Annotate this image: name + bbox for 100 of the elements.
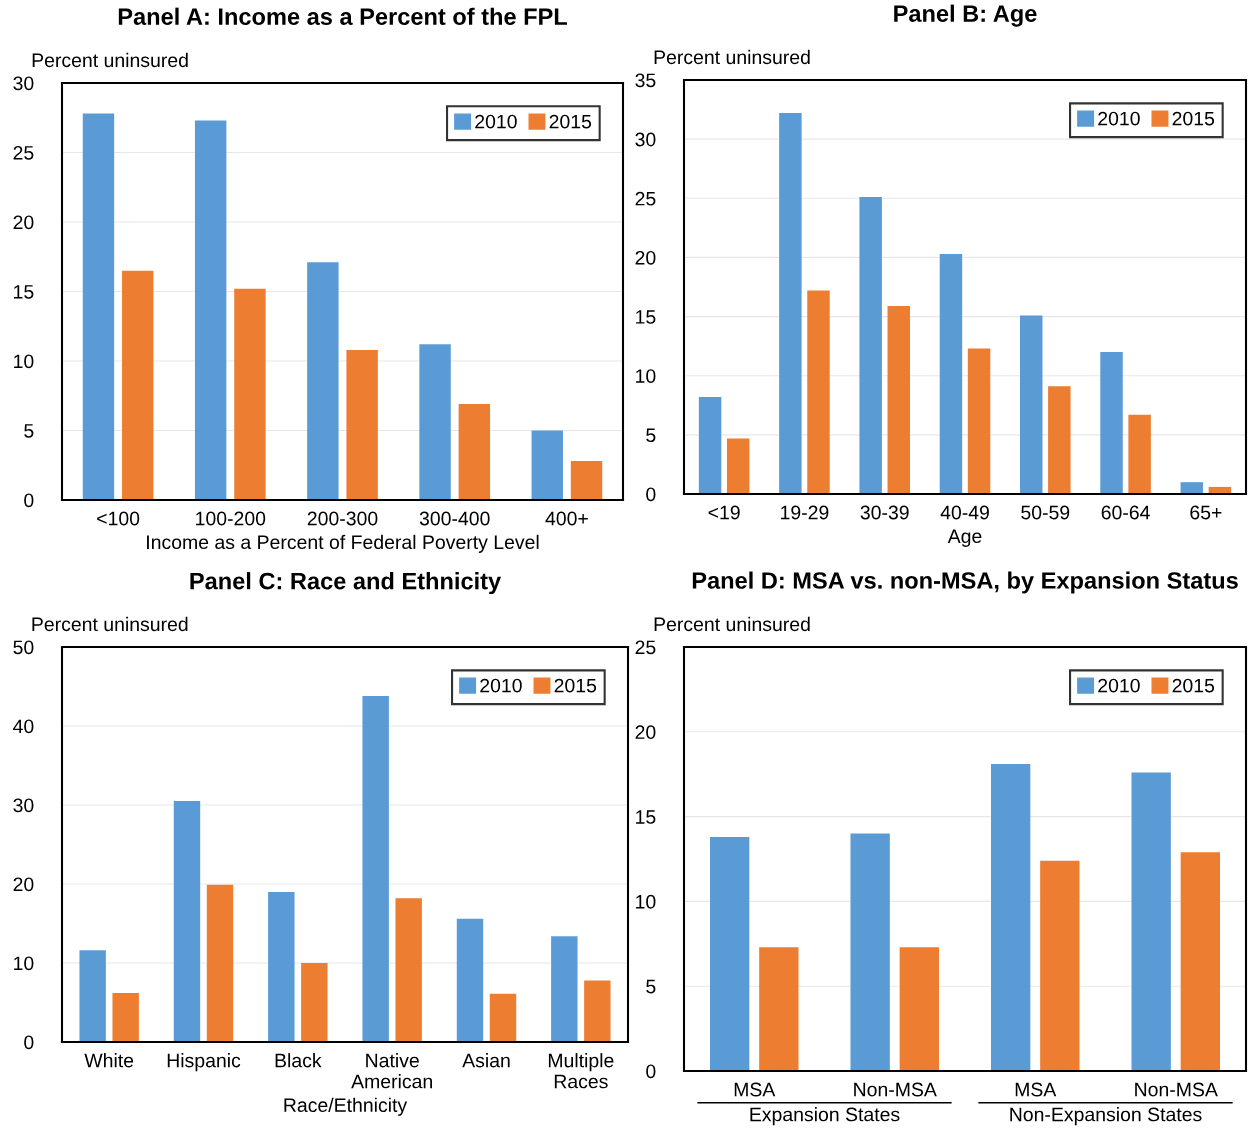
legend-label: 2010 <box>475 114 517 129</box>
y-tick-label: 30 <box>13 76 34 91</box>
legend-label: 2015 <box>554 678 597 693</box>
legend-label: 2015 <box>1172 678 1215 693</box>
y-tick-label: 10 <box>14 956 34 971</box>
bar <box>1020 315 1043 494</box>
y-axis-title: Percent uninsured <box>32 616 188 632</box>
bar <box>551 936 578 1042</box>
bar <box>1040 860 1080 1071</box>
bar <box>206 884 234 1042</box>
bar <box>570 461 603 500</box>
text: Expansion States <box>750 1107 900 1126</box>
x-axis-title: Income as a Percent of Federal Poverty Level <box>147 534 539 553</box>
x-tick-label: MSA <box>1015 1082 1057 1097</box>
y-tick-label: 10 <box>636 894 656 909</box>
y-tick-label: 0 <box>646 1064 656 1079</box>
bar <box>1048 386 1071 494</box>
legend-label: 2010 <box>1098 111 1140 126</box>
bar <box>990 764 1031 1071</box>
y-tick-label: 25 <box>635 640 656 655</box>
bar <box>779 113 802 494</box>
bar <box>456 918 484 1042</box>
y-tick-label: 30 <box>635 132 656 147</box>
y-tick-label: 0 <box>646 487 656 502</box>
x-tick-label: 50-59 <box>1021 505 1070 520</box>
y-tick-label: 20 <box>13 877 34 892</box>
bar <box>1180 852 1221 1071</box>
bar <box>173 801 201 1042</box>
x-tick-label: 200-300 <box>307 511 378 526</box>
legend-label: 2010 <box>1098 678 1140 693</box>
bar <box>234 288 266 500</box>
y-axis-title: Percent uninsured <box>32 52 188 68</box>
x-tick-label: 30-39 <box>860 505 909 520</box>
bar <box>395 898 422 1042</box>
x-tick-label: Non-MSA <box>1135 1082 1218 1097</box>
x-tick-label: <100 <box>97 511 140 526</box>
x-tick-label: <19 <box>708 505 740 520</box>
y-tick-label: 20 <box>13 215 34 230</box>
chart-title: Panel D: MSA vs. non-MSA, by Expansion Status <box>692 571 1238 594</box>
bar <box>967 348 991 494</box>
y-tick-label: 5 <box>646 979 656 994</box>
y-tick-label: 5 <box>24 424 34 438</box>
text: Non-Expansion States <box>1010 1107 1202 1126</box>
x-tick-label: Multiple Races <box>548 1053 614 1089</box>
y-tick-label: 50 <box>13 640 34 655</box>
x-tick-label: White <box>84 1053 134 1068</box>
bar <box>726 438 750 494</box>
y-tick-label: 20 <box>635 250 656 265</box>
bar <box>859 197 882 494</box>
bar <box>759 947 799 1071</box>
x-axis-title: Age <box>947 529 982 547</box>
bar <box>1131 772 1171 1071</box>
bar <box>939 253 963 494</box>
bar <box>584 980 611 1042</box>
x-tick-label: 40-49 <box>940 505 989 520</box>
chart-title: Panel C: Race and Ethnicity <box>190 572 502 595</box>
bar <box>346 349 378 500</box>
x-axis-title: Race/Ethnicity <box>284 1097 408 1116</box>
bar <box>489 993 517 1042</box>
bar <box>1180 482 1204 494</box>
x-tick-label: Non-MSA <box>854 1082 937 1097</box>
bar <box>1128 414 1151 494</box>
y-tick-label: 15 <box>636 810 656 824</box>
y-tick-label: 20 <box>635 725 656 740</box>
y-tick-label: 5 <box>646 428 656 443</box>
y-tick-label: 30 <box>13 798 34 813</box>
y-tick-label: 10 <box>636 369 656 383</box>
legend-label: 2010 <box>480 678 522 693</box>
bar <box>194 120 227 500</box>
bar <box>850 833 890 1071</box>
y-tick-label: 25 <box>13 145 34 160</box>
x-tick-label: Black <box>275 1053 322 1068</box>
x-tick-label: Asian <box>462 1053 510 1068</box>
bar <box>301 963 328 1042</box>
x-tick-label: 400+ <box>545 511 588 526</box>
bar <box>1100 352 1123 494</box>
chart-title: Panel B: Age <box>894 4 1037 27</box>
bar <box>307 262 339 500</box>
legend-label: 2015 <box>549 114 592 129</box>
x-tick-label: 19-29 <box>781 505 829 520</box>
bar <box>419 344 451 500</box>
y-tick-label: 35 <box>635 73 656 88</box>
x-tick-label: Hispanic <box>167 1053 241 1072</box>
y-tick-label: 15 <box>14 285 34 299</box>
y-tick-label: 40 <box>13 719 34 734</box>
bar <box>82 113 115 500</box>
chart-title: Panel A: Income as a Percent of the FPL <box>118 7 568 25</box>
x-tick-label: 65+ <box>1190 505 1222 520</box>
bar <box>268 891 295 1042</box>
y-tick-label: 0 <box>24 493 34 508</box>
y-tick-label: 25 <box>635 191 656 206</box>
bar <box>531 430 563 500</box>
y-tick-label: 10 <box>14 354 34 369</box>
y-tick-label: 0 <box>24 1035 34 1050</box>
bar <box>807 290 830 494</box>
y-axis-title: Percent uninsured <box>654 49 810 65</box>
bar <box>899 947 940 1071</box>
bar <box>362 695 389 1042</box>
x-tick-label: 300-400 <box>419 511 490 526</box>
bar <box>458 404 491 500</box>
